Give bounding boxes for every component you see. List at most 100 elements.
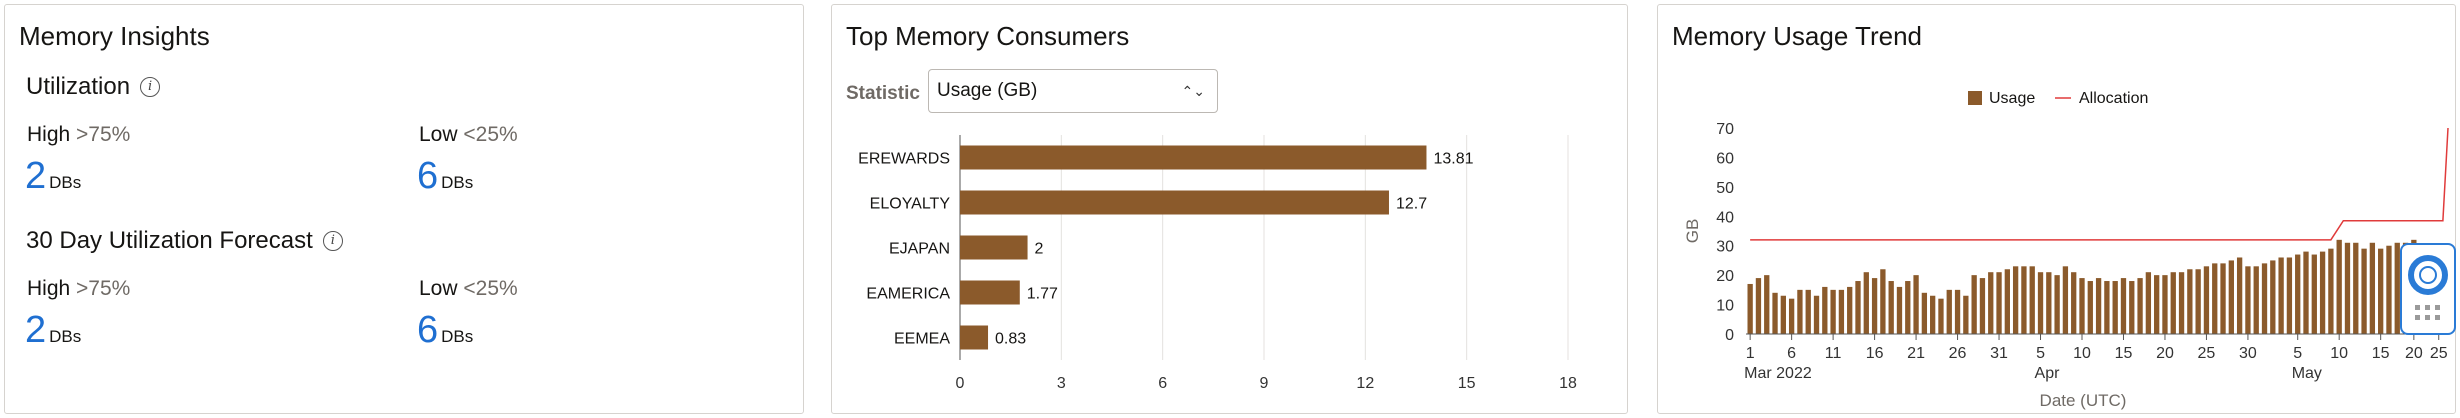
usage-bar — [2029, 266, 2035, 334]
usage-bar — [1871, 278, 1878, 334]
usage-bar — [2137, 278, 2143, 334]
usage-bar — [1764, 275, 1770, 334]
usage-bar — [2378, 248, 2384, 334]
usage-bar — [2203, 266, 2210, 334]
usage-bar — [1830, 289, 1836, 334]
usage-bar — [1788, 298, 1795, 334]
usage-bar — [2079, 278, 2085, 334]
usage-bar — [2195, 269, 2201, 334]
y-tick-label: 70 — [1716, 121, 1734, 138]
usage-bar — [2012, 266, 2019, 334]
usage-bar — [1963, 295, 1969, 334]
legend-usage-swatch — [1968, 91, 1982, 105]
usage-bar — [2245, 266, 2251, 334]
usage-bar — [2162, 275, 2168, 334]
category-label: EAMERICA — [866, 286, 950, 303]
usage-bar — [1888, 281, 1894, 334]
usage-bar — [1979, 278, 1986, 334]
usage-bar — [2361, 248, 2367, 334]
usage-bar — [2112, 281, 2118, 334]
usage-bar — [1954, 289, 1961, 334]
forecast-low-count[interactable]: 6 DBs — [417, 309, 474, 351]
forecast-high-count[interactable]: 2 DBs — [25, 309, 82, 351]
memory-usage-trend-panel: Memory Usage Trend Usage Allocation 0 10 20 3… — [1657, 4, 2456, 414]
usage-bar — [1772, 292, 1778, 334]
x-tick-label: 31 — [1990, 345, 2008, 362]
bar — [960, 280, 1020, 305]
utilization-heading: Utilization i — [26, 73, 161, 101]
usage-bar — [2336, 239, 2342, 334]
usage-bar — [2344, 242, 2351, 334]
info-icon[interactable]: i — [140, 77, 161, 97]
usage-bar — [2253, 266, 2259, 334]
usage-bar — [1896, 286, 1903, 334]
forecast-heading: 30 Day Utilization Forecast i — [26, 227, 343, 255]
category-label: EJAPAN — [889, 241, 950, 258]
statistic-label: Statistic — [846, 83, 920, 104]
usage-bar — [1971, 275, 1977, 334]
usage-bar — [2261, 263, 2268, 334]
y-tick-label: 10 — [1716, 298, 1734, 315]
x-tick-label: 26 — [1949, 345, 1967, 362]
y-tick-label: 0 — [1725, 327, 1734, 344]
legend-usage-label: Usage — [1989, 90, 2035, 107]
usage-bar — [2212, 263, 2218, 334]
usage-bar — [2095, 278, 2102, 334]
x-tick-label: 9 — [1260, 375, 1269, 392]
usage-bar — [2021, 266, 2027, 334]
usage-bar — [1921, 292, 1928, 334]
usage-bar — [2129, 281, 2135, 334]
usage-bar — [2328, 248, 2334, 334]
x-tick-label: 3 — [1057, 375, 1066, 392]
statistic-select[interactable]: Usage (GB) ⌃⌄ — [928, 69, 1218, 113]
usage-bar — [1855, 281, 1861, 334]
forecast-high-threshold: High >75% — [27, 277, 131, 300]
usage-bar — [2295, 254, 2301, 334]
usage-bar — [2228, 260, 2234, 334]
usage-bar — [1747, 283, 1753, 334]
usage-bar — [2311, 254, 2317, 334]
usage-bar — [2319, 251, 2326, 334]
usage-bar — [2046, 272, 2052, 334]
usage-bar — [2187, 269, 2193, 334]
bar — [960, 190, 1389, 215]
usage-bar — [2170, 272, 2176, 334]
y-tick-label: 20 — [1716, 268, 1734, 285]
usage-bar — [2071, 272, 2077, 334]
utilization-low-count[interactable]: 6 DBs — [417, 155, 474, 197]
value-label: 13.81 — [1433, 151, 1473, 168]
value-label: 2 — [1035, 241, 1044, 258]
x-tick-label: 6 — [1787, 345, 1796, 362]
x-tick-label: 21 — [1907, 345, 1925, 362]
info-icon[interactable]: i — [322, 231, 343, 251]
utilization-high-count[interactable]: 2 DBs — [25, 155, 82, 197]
usage-bar — [1797, 289, 1803, 334]
usage-bar — [1996, 272, 2002, 334]
usage-bar — [1805, 289, 1811, 334]
usage-bar — [2278, 257, 2284, 334]
top-consumers-chart: 0 3 6 9 12 15 18 EREWARDS 13.81 ELOYALTY 12.7 EJAPA… — [858, 135, 1577, 392]
month-label: Mar 2022 — [1744, 365, 1812, 382]
help-widget-button[interactable] — [2400, 243, 2456, 335]
usage-bar — [2286, 257, 2293, 334]
usage-bar — [1755, 278, 1762, 334]
statistic-select-value: Usage (GB) — [937, 80, 1038, 101]
usage-bar — [1913, 275, 1919, 334]
value-label: 0.83 — [995, 331, 1026, 348]
usage-bar — [2178, 272, 2185, 334]
usage-bar — [2087, 281, 2093, 334]
x-tick-label: 25 — [2198, 345, 2216, 362]
category-label: ELOYALTY — [870, 196, 951, 213]
usage-bar — [1847, 286, 1853, 334]
y-tick-label: 60 — [1716, 150, 1734, 167]
x-tick-label: 30 — [2239, 345, 2257, 362]
x-tick-label: 15 — [2372, 345, 2390, 362]
bar — [960, 235, 1028, 260]
x-tick-label: 10 — [2073, 345, 2091, 362]
forecast-low-threshold: Low <25% — [419, 277, 518, 300]
usage-bar — [1780, 295, 1786, 334]
x-tick-label: 10 — [2330, 345, 2348, 362]
x-tick-label: 1 — [1746, 345, 1755, 362]
legend-allocation-label: Allocation — [2079, 90, 2148, 107]
top-memory-consumers-panel: Top Memory Consumers Statistic Usage (GB… — [831, 4, 1628, 414]
